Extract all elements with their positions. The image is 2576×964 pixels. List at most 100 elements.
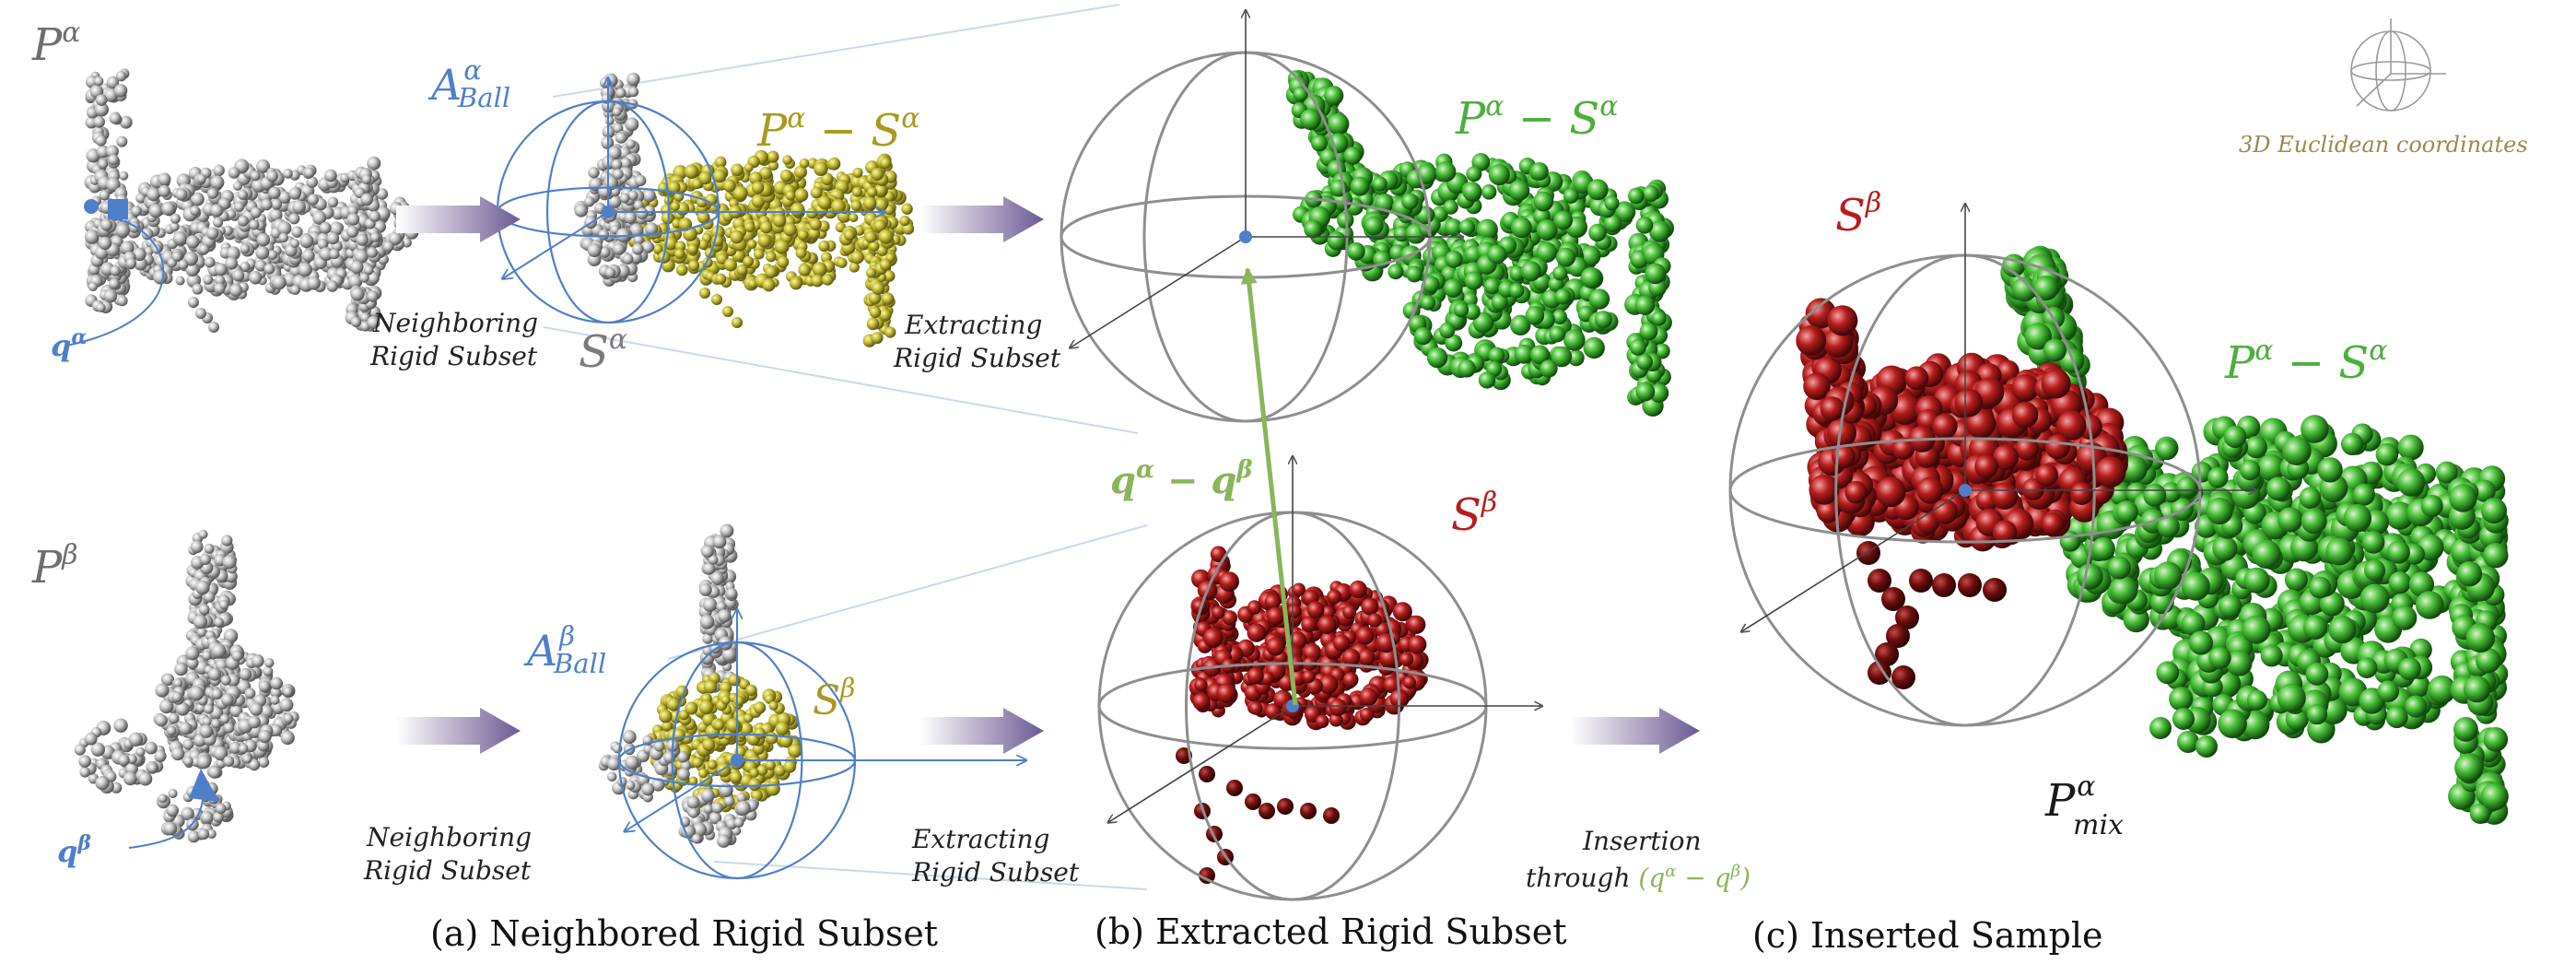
chair-a2-yellow-point (747, 239, 757, 249)
chair-b-body-point (270, 676, 284, 690)
green-b-seat-point (1304, 219, 1322, 239)
green-b-low-point (1458, 359, 1476, 378)
chair-a2-yellow-legs-point (699, 288, 710, 299)
chair-a-seat-point (329, 249, 340, 260)
red-b-box-point (1260, 671, 1275, 686)
chair-a2-yellow-point (811, 274, 824, 288)
green-c-seat-point (2317, 457, 2343, 483)
red-c-dark-point (1932, 573, 1956, 597)
chair-b-body-point (223, 722, 235, 734)
chair-b-legs1-point (113, 718, 128, 733)
chair-a-seat-point (232, 269, 245, 282)
chair-b2-gray-legs (598, 730, 692, 803)
chair-a-right-point (350, 260, 364, 274)
chair-a-legs (188, 297, 219, 333)
chair-b-legs2-point (213, 811, 224, 823)
red-b-box-point (1316, 714, 1329, 728)
chair-b-legs1-point (138, 771, 153, 786)
red-b-box-point (1302, 643, 1322, 663)
chair-a-seat-point (376, 188, 389, 200)
chair-b-body-point (169, 712, 180, 724)
chair-b-body-point (202, 651, 212, 661)
red-b-box-point (1349, 580, 1367, 599)
chair-b2-gray-legs-point (607, 757, 621, 771)
chair-a2-yellow-point (806, 207, 818, 219)
green-b-low-point (1487, 244, 1507, 265)
chair-a2-yellow-point (723, 258, 738, 272)
chair-b2-spine-point (721, 647, 737, 663)
red-b-dark-point (1199, 867, 1215, 884)
green-c-lower-point (2306, 703, 2328, 725)
chair-b-body-point (239, 667, 252, 681)
chair-a2-yellow-point (759, 166, 773, 180)
green-b-seat-point (1587, 179, 1609, 201)
chair-a-seat-point (206, 188, 218, 199)
red-c-box-point (1954, 388, 1984, 417)
chair-a-right-point (359, 273, 369, 283)
green-c-right-point (2465, 623, 2495, 653)
chair-a-seat-point (307, 276, 321, 290)
chair-a2-yellow-point (790, 202, 805, 217)
chair-a-seat-point (298, 262, 312, 277)
chair-a2-yellow-right-point (871, 281, 885, 295)
chair-a2-gray-core-point (627, 190, 638, 201)
green-b-low-point (1552, 265, 1568, 281)
red-c-back-point (1803, 372, 1831, 401)
chair-a2-gray-core-point (622, 253, 634, 265)
chair-b2-gray-legs2-point (700, 788, 715, 803)
red-b-dark-point (1277, 798, 1294, 815)
red-c-back-point (1809, 474, 1840, 505)
chair-a-seat-point (327, 196, 339, 208)
chair-a-seat-point (278, 191, 291, 204)
red-c-dark-point (1886, 624, 1910, 648)
chair-b2-yellow-point (703, 679, 718, 694)
green-b-seat-point (1350, 176, 1370, 196)
red-c-dark-point (1875, 642, 1899, 666)
chair-a2-gray-core-point (633, 234, 644, 245)
green-b-low-point (1445, 250, 1463, 268)
chair-b2-spine-point (703, 562, 716, 575)
green-c-lower-point (2405, 695, 2428, 718)
chair-a2-yellow-point (667, 181, 681, 194)
green-b-low-point (1445, 334, 1463, 352)
red-c-box-point (1875, 476, 1906, 508)
red-c-back (1796, 298, 1877, 537)
chair-a-right-point (361, 174, 372, 184)
chair-a2-yellow-point (730, 229, 744, 244)
chair-b-spine-point (204, 543, 215, 554)
chair-b2-yellow-point (692, 757, 703, 769)
chair-b-spine-point (222, 555, 237, 570)
green-c-right-point (2481, 498, 2507, 524)
green-c-seat-point (2115, 500, 2138, 523)
red-b-box-point (1367, 613, 1382, 628)
green-c-back-point (2012, 276, 2038, 302)
chair-b2-yellow-point (788, 743, 802, 758)
green-c-seat-point (2420, 495, 2443, 517)
chair-a-back-point (99, 190, 111, 201)
green-c-seat-point (2212, 535, 2238, 561)
chair-a-back (84, 68, 134, 314)
green-c-seat-point (2156, 439, 2178, 461)
red-c-dark-point (1881, 587, 1905, 611)
chair-a2-gray-core-point (598, 229, 610, 241)
chair-b-legs2-point (215, 803, 227, 815)
green-b-low-point (1426, 347, 1448, 369)
chair-b2-spine (698, 523, 739, 693)
chair-a-seat-point (256, 233, 270, 247)
chair-b-body-point (244, 688, 256, 699)
chair-a2-gray-back-point (615, 88, 626, 99)
chair-b2-gray-legs-point (626, 781, 636, 791)
chair-b-legs1-point (135, 747, 146, 758)
chair-a-back-point (115, 70, 127, 82)
chair-b-body-point (251, 654, 264, 668)
chair-b2-spine-point (699, 614, 715, 629)
green-c-seat-point (2341, 432, 2364, 455)
green-c-lower-point (2260, 644, 2283, 667)
chair-a-seat-point (171, 251, 182, 262)
chair-a2-yellow-legs (699, 288, 743, 328)
chair-a2-yellow-point (827, 157, 841, 170)
chair-b-legs1-point (78, 755, 91, 768)
red-c-dark-point (1868, 661, 1891, 685)
chair-a-seat-point (131, 206, 142, 217)
chair-b-body-point (270, 724, 283, 736)
